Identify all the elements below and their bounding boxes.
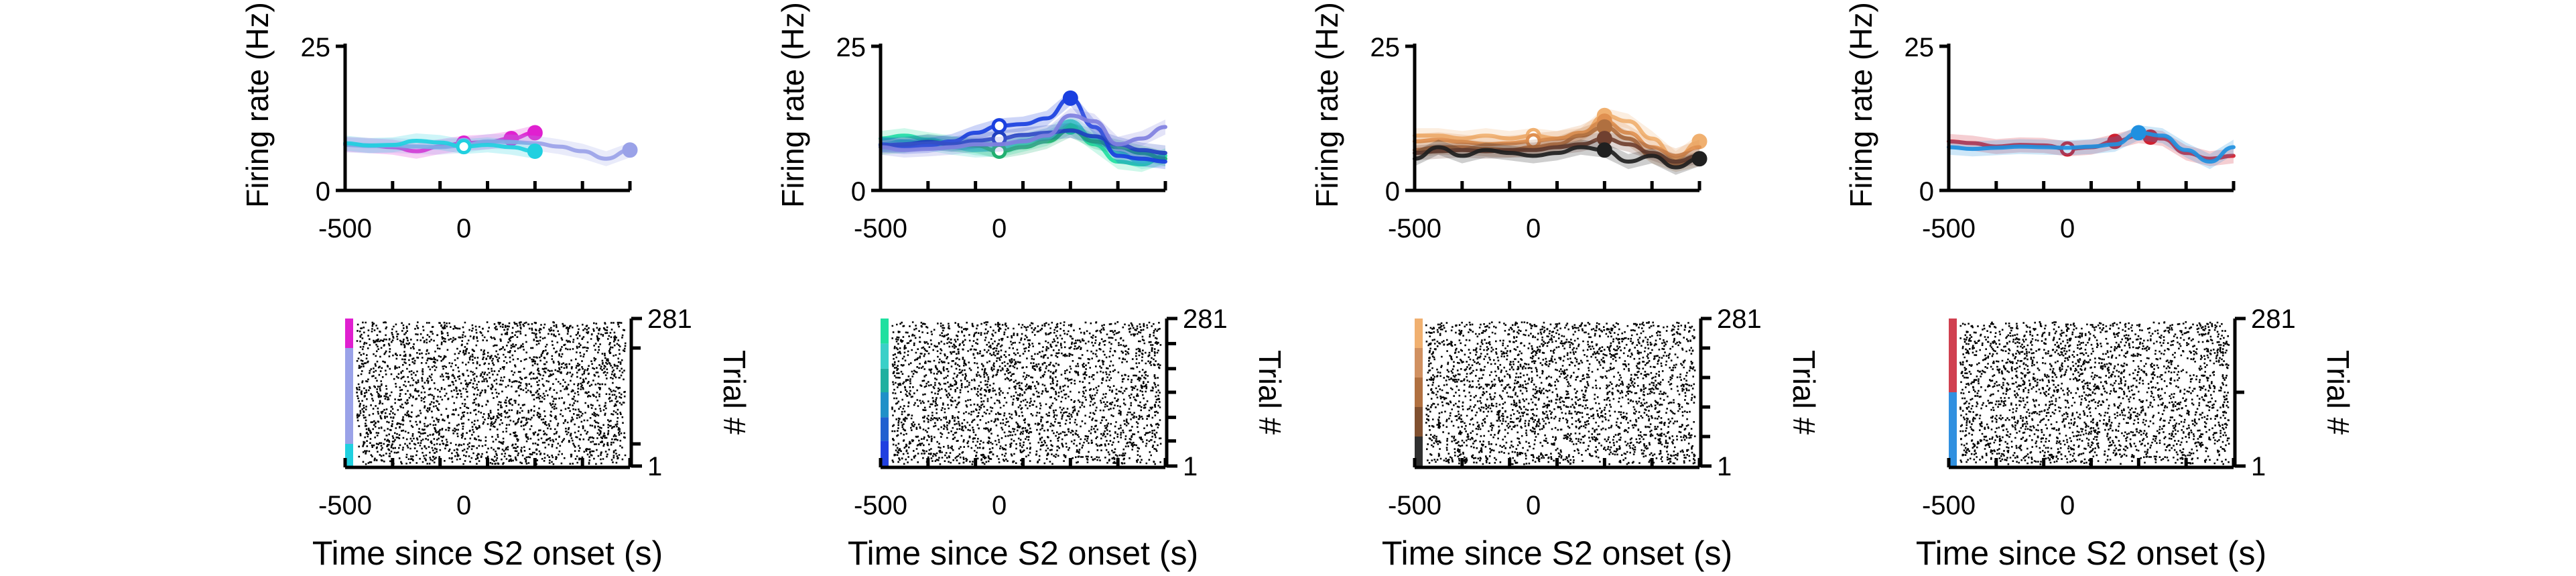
data-point <box>527 143 543 160</box>
psth-plot: 0 25 -500 0 Firing rate (Hz) <box>1844 2 2236 243</box>
x-tick-label: 0 <box>2060 214 2075 243</box>
x-tick-label: -500 <box>854 214 907 243</box>
condition-color-strip <box>881 392 889 418</box>
condition-color-strip <box>1415 378 1423 407</box>
raster-x-tick-label: 0 <box>456 491 471 520</box>
condition-color-strip <box>881 343 889 369</box>
psth-plot: 0 25 -500 0 Firing rate (Hz) <box>1309 2 1708 243</box>
condition-color-strip <box>345 319 353 348</box>
y-tick-label: 0 <box>1919 177 1934 207</box>
raster-y-tick-label: 1 <box>1183 452 1198 481</box>
raster-x-tick-label: 0 <box>1526 491 1541 520</box>
y-tick-label: 25 <box>836 33 866 62</box>
series-line <box>1413 145 1701 170</box>
x-tick-label: 0 <box>992 214 1007 243</box>
raster-x-tick-label: 0 <box>992 491 1007 520</box>
raster-plot: 281 1 -500 0 Trial # Time since S2 onset (s) <box>312 304 752 572</box>
condition-color-strip <box>1949 319 1957 392</box>
x-tick-label: 0 <box>456 214 471 243</box>
spike-dots <box>1425 321 1696 465</box>
raster-y-tick-label: 281 <box>1717 304 1762 334</box>
condition-color-strip <box>881 417 889 441</box>
panel-4: 0 25 -500 0 Firing rate (Hz) 281 1 -500 0 Trial #… <box>1844 2 2356 572</box>
raster-y-axis-label: Trial # <box>717 350 752 435</box>
y-tick-label: 25 <box>301 33 331 62</box>
spike-dots <box>891 321 1162 465</box>
x-axis-label: Time since S2 onset (s) <box>848 534 1198 572</box>
spike-dots <box>356 321 627 465</box>
condition-color-strip <box>345 348 353 444</box>
raster-x-tick-label: 0 <box>2060 491 2075 520</box>
y-tick-label: 0 <box>316 177 330 207</box>
series-line <box>1947 131 2236 164</box>
raster-y-tick-label: 1 <box>1717 452 1732 481</box>
condition-color-strip <box>1949 392 1957 466</box>
x-axis-label: Time since S2 onset (s) <box>1916 534 2266 572</box>
condition-color-strip <box>1415 407 1423 437</box>
data-point <box>1691 151 1708 167</box>
panel-3: 0 25 -500 0 Firing rate (Hz) 281 1 -500 0 Trial #… <box>1309 2 1821 572</box>
psth-y-axis-label: Firing rate (Hz) <box>1844 2 1878 208</box>
series-band <box>1415 131 1699 170</box>
panel-1: 0 25 -500 0 Firing rate (Hz) 281 1 -500 0 Trial #… <box>240 2 752 572</box>
series-band <box>345 133 535 159</box>
panel-2: 0 25 -500 0 Firing rate (Hz) 281 1 -500 0 Trial #… <box>775 2 1287 572</box>
x-tick-label: -500 <box>318 214 372 243</box>
series-band <box>881 91 1165 170</box>
data-point <box>527 125 543 141</box>
raster-y-tick-label: 281 <box>647 304 692 334</box>
raster-plot: 281 1 -500 0 Trial # Time since S2 onset (s) <box>1916 304 2356 572</box>
x-tick-label: -500 <box>1388 214 1441 243</box>
data-point <box>1062 90 1078 106</box>
psth-plot: 0 25 -500 0 Firing rate (Hz) <box>775 2 1167 243</box>
data-point <box>2130 125 2146 141</box>
data-point <box>622 142 638 158</box>
raster-plot: 281 1 -500 0 Trial # Time since S2 onset (s) <box>1382 304 1821 572</box>
series-band <box>881 122 1165 166</box>
raster-y-axis-label: Trial # <box>1787 350 1821 435</box>
condition-color-strip <box>1415 348 1423 378</box>
condition-color-strip <box>1415 319 1423 348</box>
data-point <box>456 139 472 155</box>
y-tick-label: 25 <box>1370 33 1401 62</box>
condition-color-strip <box>881 441 889 466</box>
series-line <box>1413 119 1701 158</box>
raster-x-tick-label: -500 <box>1388 491 1441 520</box>
psth-plot: 0 25 -500 0 Firing rate (Hz) <box>240 2 638 243</box>
series-line <box>879 96 1167 164</box>
data-point <box>1596 142 1612 158</box>
x-axis-label: Time since S2 onset (s) <box>312 534 663 572</box>
raster-y-axis-label: Trial # <box>1252 350 1287 435</box>
data-point <box>991 118 1007 134</box>
series-line <box>343 139 537 154</box>
series-line <box>1413 136 1701 164</box>
x-axis-label: Time since S2 onset (s) <box>1382 534 1732 572</box>
raster-x-tick-label: -500 <box>318 491 372 520</box>
raster-x-tick-label: -500 <box>1922 491 1976 520</box>
raster-plot: 281 1 -500 0 Trial # Time since S2 onset (s) <box>848 304 1287 572</box>
raster-y-tick-label: 1 <box>2251 452 2266 481</box>
spike-dots <box>1959 321 2230 465</box>
x-tick-label: 0 <box>1526 214 1541 243</box>
raster-y-tick-label: 281 <box>1183 304 1228 334</box>
y-tick-label: 25 <box>1905 33 1935 62</box>
psth-y-axis-label: Firing rate (Hz) <box>775 2 810 208</box>
raster-y-tick-label: 1 <box>647 452 662 481</box>
y-tick-label: 0 <box>1385 177 1400 207</box>
condition-color-strip <box>881 368 889 392</box>
condition-color-strip <box>1415 437 1423 466</box>
raster-y-tick-label: 281 <box>2251 304 2296 334</box>
series-line <box>879 113 1167 152</box>
raster-x-tick-label: -500 <box>854 491 907 520</box>
condition-color-strip <box>881 319 889 344</box>
raster-y-axis-label: Trial # <box>2321 350 2356 435</box>
psth-y-axis-label: Firing rate (Hz) <box>1309 2 1344 208</box>
psth-y-axis-label: Firing rate (Hz) <box>240 2 275 208</box>
y-tick-label: 0 <box>851 177 866 207</box>
condition-color-strip <box>345 444 353 466</box>
x-tick-label: -500 <box>1922 214 1976 243</box>
